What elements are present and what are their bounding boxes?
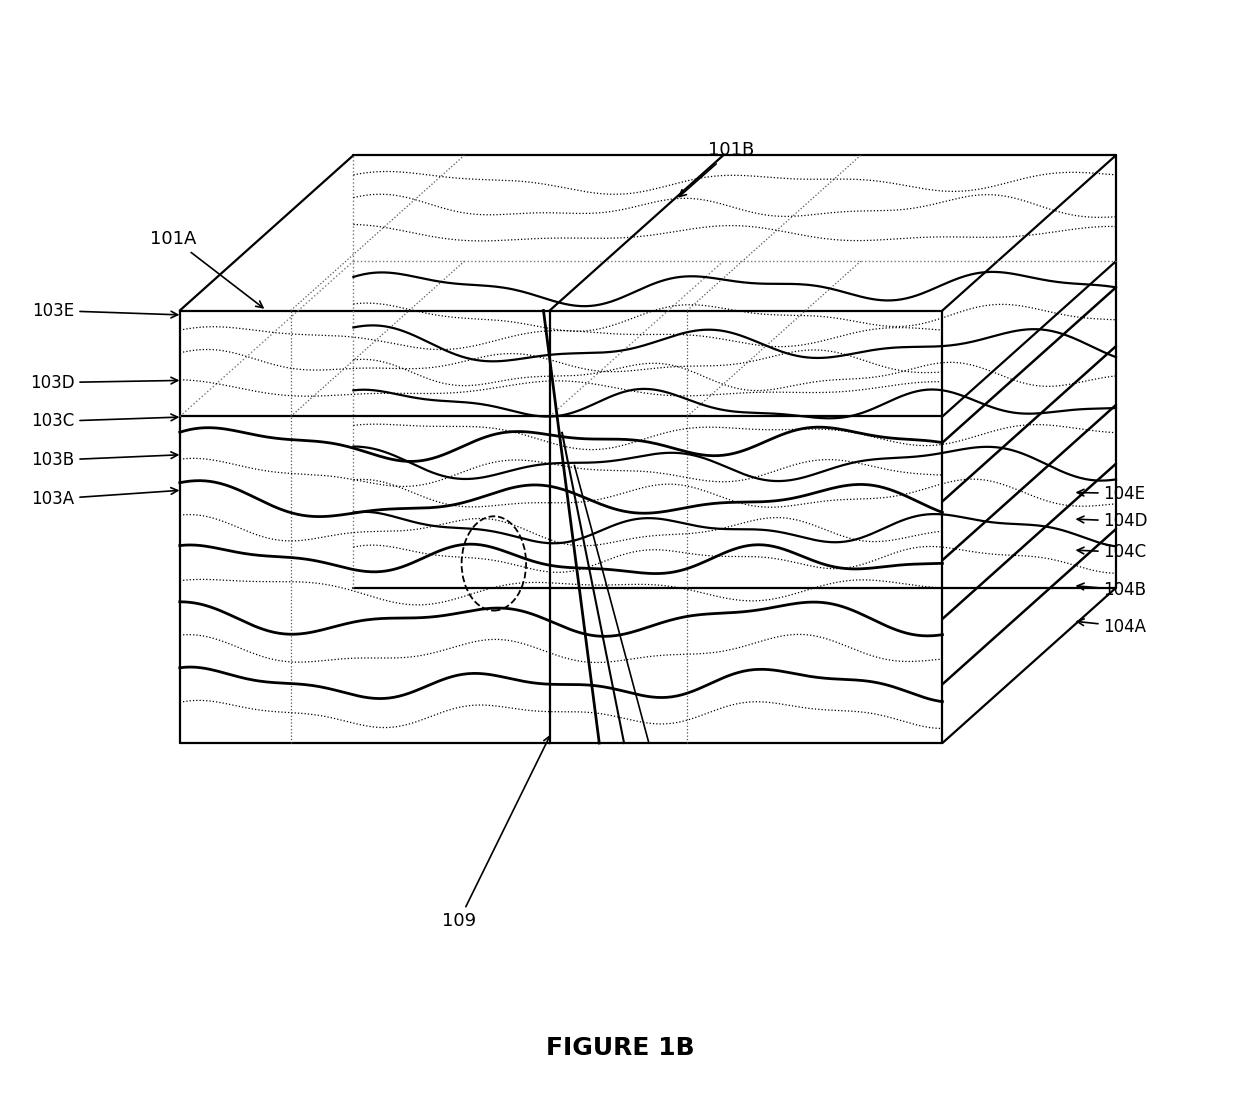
- Text: 103B: 103B: [31, 451, 177, 469]
- Text: FIGURE 1B: FIGURE 1B: [546, 1036, 694, 1060]
- Text: 101A: 101A: [150, 230, 263, 307]
- Text: 103C: 103C: [31, 413, 177, 430]
- Text: 104B: 104B: [1078, 581, 1147, 599]
- Text: 103A: 103A: [31, 488, 177, 508]
- Text: 103D: 103D: [30, 374, 177, 391]
- Text: 104D: 104D: [1078, 512, 1148, 530]
- Text: 109: 109: [441, 736, 549, 930]
- Text: 101B: 101B: [680, 141, 755, 196]
- Text: 103E: 103E: [32, 302, 177, 319]
- Text: 104E: 104E: [1078, 485, 1146, 502]
- Text: 104C: 104C: [1078, 543, 1147, 561]
- Text: 104A: 104A: [1078, 618, 1147, 635]
